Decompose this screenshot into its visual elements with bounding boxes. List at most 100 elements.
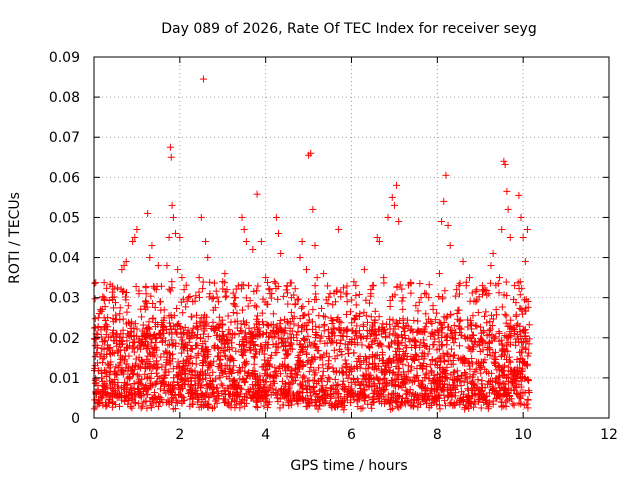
data-point [356, 381, 364, 389]
data-point [92, 279, 100, 287]
data-point [502, 319, 510, 327]
data-points [90, 75, 533, 414]
data-point [123, 337, 131, 345]
data-point [518, 306, 526, 314]
data-point [143, 390, 151, 398]
data-point [473, 286, 481, 294]
y-axis-label: ROTI / TECUs [7, 192, 23, 284]
data-point [294, 328, 302, 336]
data-point [473, 322, 481, 330]
data-point [384, 213, 392, 221]
data-point [489, 250, 497, 258]
data-point [91, 315, 99, 323]
data-point [485, 345, 493, 353]
data-point [399, 360, 407, 368]
data-point [271, 368, 279, 376]
data-point [384, 342, 392, 350]
data-point [214, 388, 222, 396]
data-point [302, 266, 310, 274]
y-tick-label: 0.08 [49, 90, 80, 106]
data-point [187, 366, 195, 374]
data-point [213, 293, 221, 301]
data-point [137, 313, 145, 321]
data-point [184, 326, 192, 334]
data-point [496, 274, 504, 282]
data-point [221, 279, 229, 287]
data-point [474, 309, 482, 317]
data-point [277, 250, 285, 258]
data-point [348, 319, 356, 327]
data-point [464, 385, 472, 393]
data-point [152, 369, 160, 377]
data-point [168, 278, 176, 286]
data-point [142, 284, 150, 292]
x-tick-label: 2 [175, 427, 184, 443]
data-point [199, 75, 207, 83]
data-point [195, 288, 203, 296]
data-point [165, 234, 173, 241]
data-point [352, 282, 360, 290]
y-tick-label: 0.04 [49, 251, 80, 267]
data-point [240, 225, 248, 233]
data-point [195, 274, 203, 282]
data-point [438, 217, 446, 225]
data-point [146, 254, 154, 262]
data-point [436, 405, 444, 413]
data-point [367, 313, 375, 321]
data-point [221, 270, 229, 278]
data-point [457, 382, 465, 390]
data-point [168, 201, 176, 209]
data-point [447, 345, 455, 353]
data-point [487, 279, 495, 287]
data-point [506, 340, 514, 348]
data-point [410, 316, 418, 324]
data-point [99, 358, 107, 366]
data-point [272, 213, 280, 221]
data-point [204, 254, 212, 262]
data-point [351, 316, 359, 324]
data-point [443, 341, 451, 349]
data-point [348, 339, 356, 347]
data-point [296, 254, 304, 262]
data-point [311, 282, 319, 290]
data-point [214, 324, 222, 332]
data-point [408, 401, 416, 409]
data-point [472, 287, 480, 295]
data-point [209, 294, 217, 302]
data-point [116, 402, 124, 410]
data-point [163, 262, 171, 270]
data-point [114, 284, 122, 292]
data-point [320, 270, 328, 278]
data-point [501, 362, 509, 370]
data-point [219, 332, 227, 340]
data-point [399, 305, 407, 313]
x-tick-label: 10 [514, 427, 532, 443]
data-point [395, 217, 403, 225]
data-point [435, 270, 443, 278]
data-point [245, 282, 252, 290]
data-point [431, 335, 439, 343]
data-point [311, 242, 319, 250]
data-point [352, 301, 360, 309]
data-point [324, 326, 332, 334]
data-point [166, 287, 174, 295]
data-point [176, 234, 184, 241]
data-point [216, 349, 224, 357]
data-point [304, 394, 312, 402]
data-point [206, 278, 214, 286]
data-point [125, 373, 133, 381]
data-point [343, 298, 351, 306]
data-point [297, 304, 305, 312]
data-point [398, 297, 406, 305]
data-point [225, 326, 233, 334]
data-point [300, 372, 308, 380]
data-point [188, 313, 196, 321]
data-point [265, 333, 273, 341]
data-point [157, 353, 165, 361]
data-point [335, 326, 343, 334]
data-point [108, 288, 116, 296]
data-point [498, 303, 506, 311]
data-point [477, 369, 485, 377]
data-point [230, 362, 238, 370]
